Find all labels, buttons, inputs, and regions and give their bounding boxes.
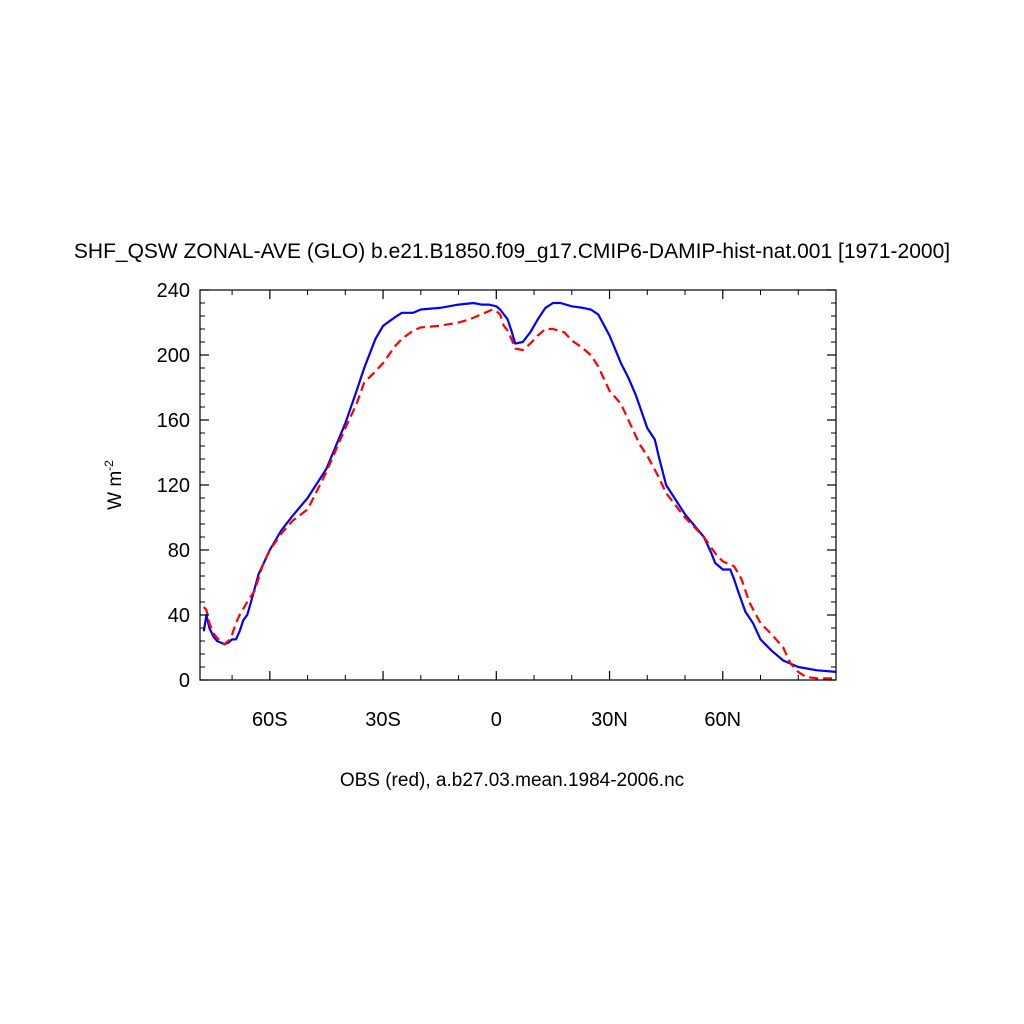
plot-lines <box>202 301 837 680</box>
x-tick-label-0: 60S <box>252 709 288 731</box>
y-axis-label-base: W m <box>105 471 126 510</box>
y-axis-label-exponent: -2 <box>102 460 116 471</box>
series-line-0 <box>202 301 837 673</box>
y-tick-label-1: 40 <box>168 605 190 627</box>
x-tick-label-2: 0 <box>491 709 502 731</box>
chart-title: SHF_QSW ZONAL-AVE (GLO) b.e21.B1850.f09_… <box>74 240 950 263</box>
x-tick-label-1: 30S <box>365 709 401 731</box>
y-axis-label: W m-2 <box>102 460 126 510</box>
x-tick-label-3: 30N <box>591 709 628 731</box>
y-tick-label-4: 160 <box>157 410 190 432</box>
x-tick-label-4: 60N <box>704 709 741 731</box>
y-tick-label-0: 0 <box>179 670 190 692</box>
y-tick-label-2: 80 <box>168 540 190 562</box>
y-tick-label-6: 240 <box>157 280 190 302</box>
series-line-1 <box>202 308 836 680</box>
y-tick-label-3: 120 <box>157 475 190 497</box>
tick-labels: 0 40 80 120 160 200 240 60S 30S 0 30N 60N <box>157 280 741 731</box>
plot-frame <box>199 289 837 681</box>
y-tick-label-5: 200 <box>157 345 190 367</box>
x-axis-label: OBS (red), a.b27.03.mean.1984-2006.nc <box>340 770 684 791</box>
